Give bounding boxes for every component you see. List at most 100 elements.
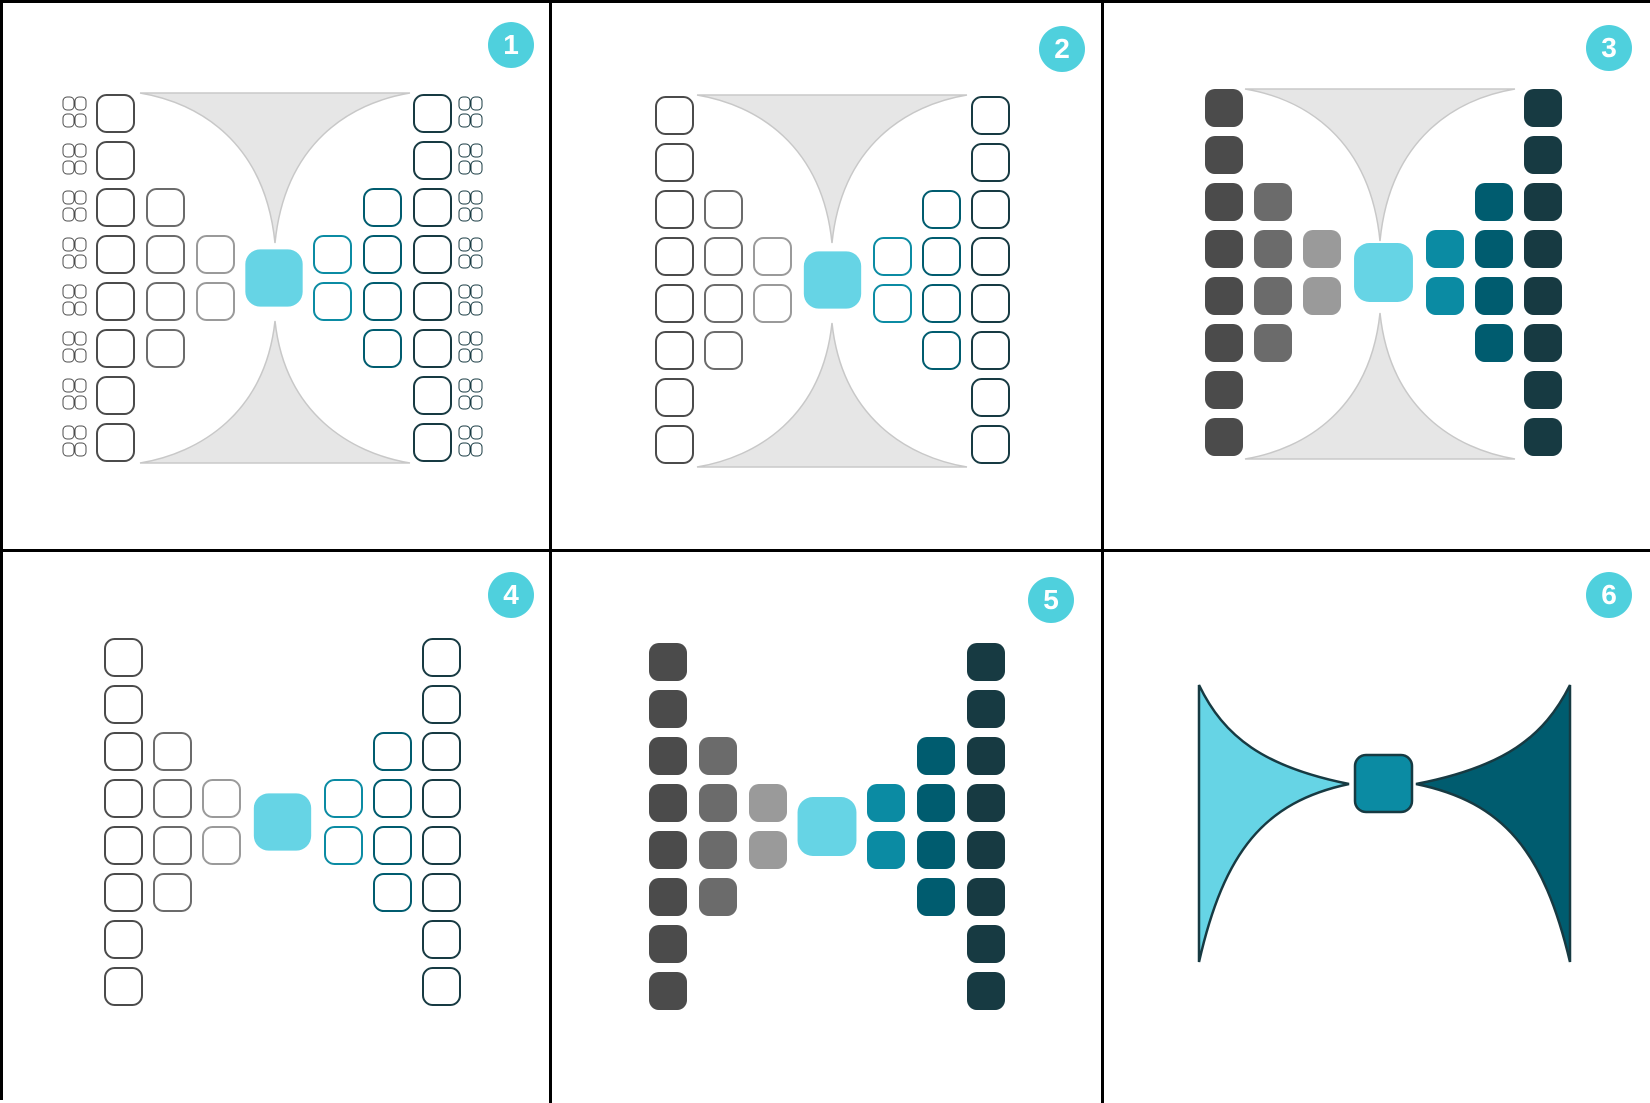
layer-node xyxy=(104,685,143,724)
layer-node xyxy=(1303,277,1341,315)
layer-node xyxy=(104,873,143,912)
layer-node xyxy=(422,873,461,912)
layer-node xyxy=(153,826,192,865)
sub-node xyxy=(62,96,75,111)
layer-node xyxy=(202,826,241,865)
panel-number-badge: 3 xyxy=(1586,25,1632,71)
layer-node xyxy=(146,235,185,274)
hourglass-bottom-triangle xyxy=(139,320,411,464)
layer-node xyxy=(1475,324,1513,362)
layer-node xyxy=(413,423,452,462)
sub-node xyxy=(458,96,471,111)
layer-node xyxy=(649,784,687,822)
sub-node xyxy=(470,284,483,299)
layer-node xyxy=(967,643,1005,681)
layer-node xyxy=(967,972,1005,1010)
layer-node xyxy=(704,331,743,370)
bottleneck-node xyxy=(1353,753,1414,814)
layer-node xyxy=(922,190,961,229)
layer-node xyxy=(971,284,1010,323)
layer-node xyxy=(967,878,1005,916)
decoder-wing xyxy=(1415,684,1572,963)
layer-node xyxy=(422,685,461,724)
layer-node xyxy=(917,784,955,822)
layer-node xyxy=(655,284,694,323)
layer-node xyxy=(649,878,687,916)
sub-node xyxy=(62,237,75,252)
sub-node xyxy=(470,331,483,346)
layer-node xyxy=(104,826,143,865)
sub-node xyxy=(470,143,483,158)
layer-node xyxy=(96,376,135,415)
layer-node xyxy=(649,925,687,963)
sub-node xyxy=(74,254,87,269)
bottleneck-node xyxy=(253,793,312,851)
sub-node xyxy=(74,96,87,111)
sub-node xyxy=(74,442,87,457)
sub-node xyxy=(74,284,87,299)
sub-node xyxy=(470,301,483,316)
sub-node xyxy=(74,207,87,222)
sub-node xyxy=(458,301,471,316)
sub-node xyxy=(470,254,483,269)
layer-node xyxy=(1205,371,1243,409)
sub-node xyxy=(470,190,483,205)
layer-node xyxy=(422,826,461,865)
panel-2-diagram xyxy=(655,94,1010,468)
layer-node xyxy=(699,831,737,869)
sub-node xyxy=(470,113,483,128)
sub-node xyxy=(458,207,471,222)
layer-node xyxy=(967,784,1005,822)
layer-node xyxy=(153,732,192,771)
panel-number-badge: 4 xyxy=(488,572,534,618)
layer-node xyxy=(967,831,1005,869)
panel-6: 6 xyxy=(1104,552,1650,1100)
layer-node xyxy=(1475,230,1513,268)
sub-node xyxy=(458,395,471,410)
layer-node xyxy=(363,282,402,321)
layer-node xyxy=(749,784,787,822)
layer-node xyxy=(971,237,1010,276)
layer-node xyxy=(413,376,452,415)
layer-node xyxy=(649,690,687,728)
sub-node xyxy=(74,425,87,440)
sub-node xyxy=(62,113,75,128)
layer-node xyxy=(146,329,185,368)
layer-node xyxy=(324,779,363,818)
layer-node xyxy=(96,235,135,274)
layer-node xyxy=(917,737,955,775)
layer-node xyxy=(699,878,737,916)
layer-node xyxy=(1254,183,1292,221)
layer-node xyxy=(917,831,955,869)
layer-node xyxy=(373,873,412,912)
sub-node xyxy=(74,143,87,158)
layer-node xyxy=(202,779,241,818)
layer-node xyxy=(196,235,235,274)
sub-node xyxy=(62,425,75,440)
layer-node xyxy=(324,826,363,865)
sub-node xyxy=(62,348,75,363)
layer-node xyxy=(1205,89,1243,127)
panel-number-badge: 6 xyxy=(1586,572,1632,618)
layer-node xyxy=(1524,183,1562,221)
sub-node xyxy=(74,160,87,175)
layer-node xyxy=(413,282,452,321)
sub-node xyxy=(62,160,75,175)
layer-node xyxy=(971,331,1010,370)
layer-node xyxy=(1475,183,1513,221)
layer-node xyxy=(1524,136,1562,174)
layer-node xyxy=(1524,230,1562,268)
layer-node xyxy=(649,831,687,869)
layer-node xyxy=(655,143,694,182)
layer-node xyxy=(363,329,402,368)
layer-node xyxy=(413,141,452,180)
sub-node xyxy=(470,395,483,410)
layer-node xyxy=(153,779,192,818)
layer-node xyxy=(1254,230,1292,268)
layer-node xyxy=(967,925,1005,963)
layer-node xyxy=(1205,183,1243,221)
layer-node xyxy=(971,378,1010,417)
bottleneck-node xyxy=(1354,243,1413,302)
layer-node xyxy=(104,638,143,677)
